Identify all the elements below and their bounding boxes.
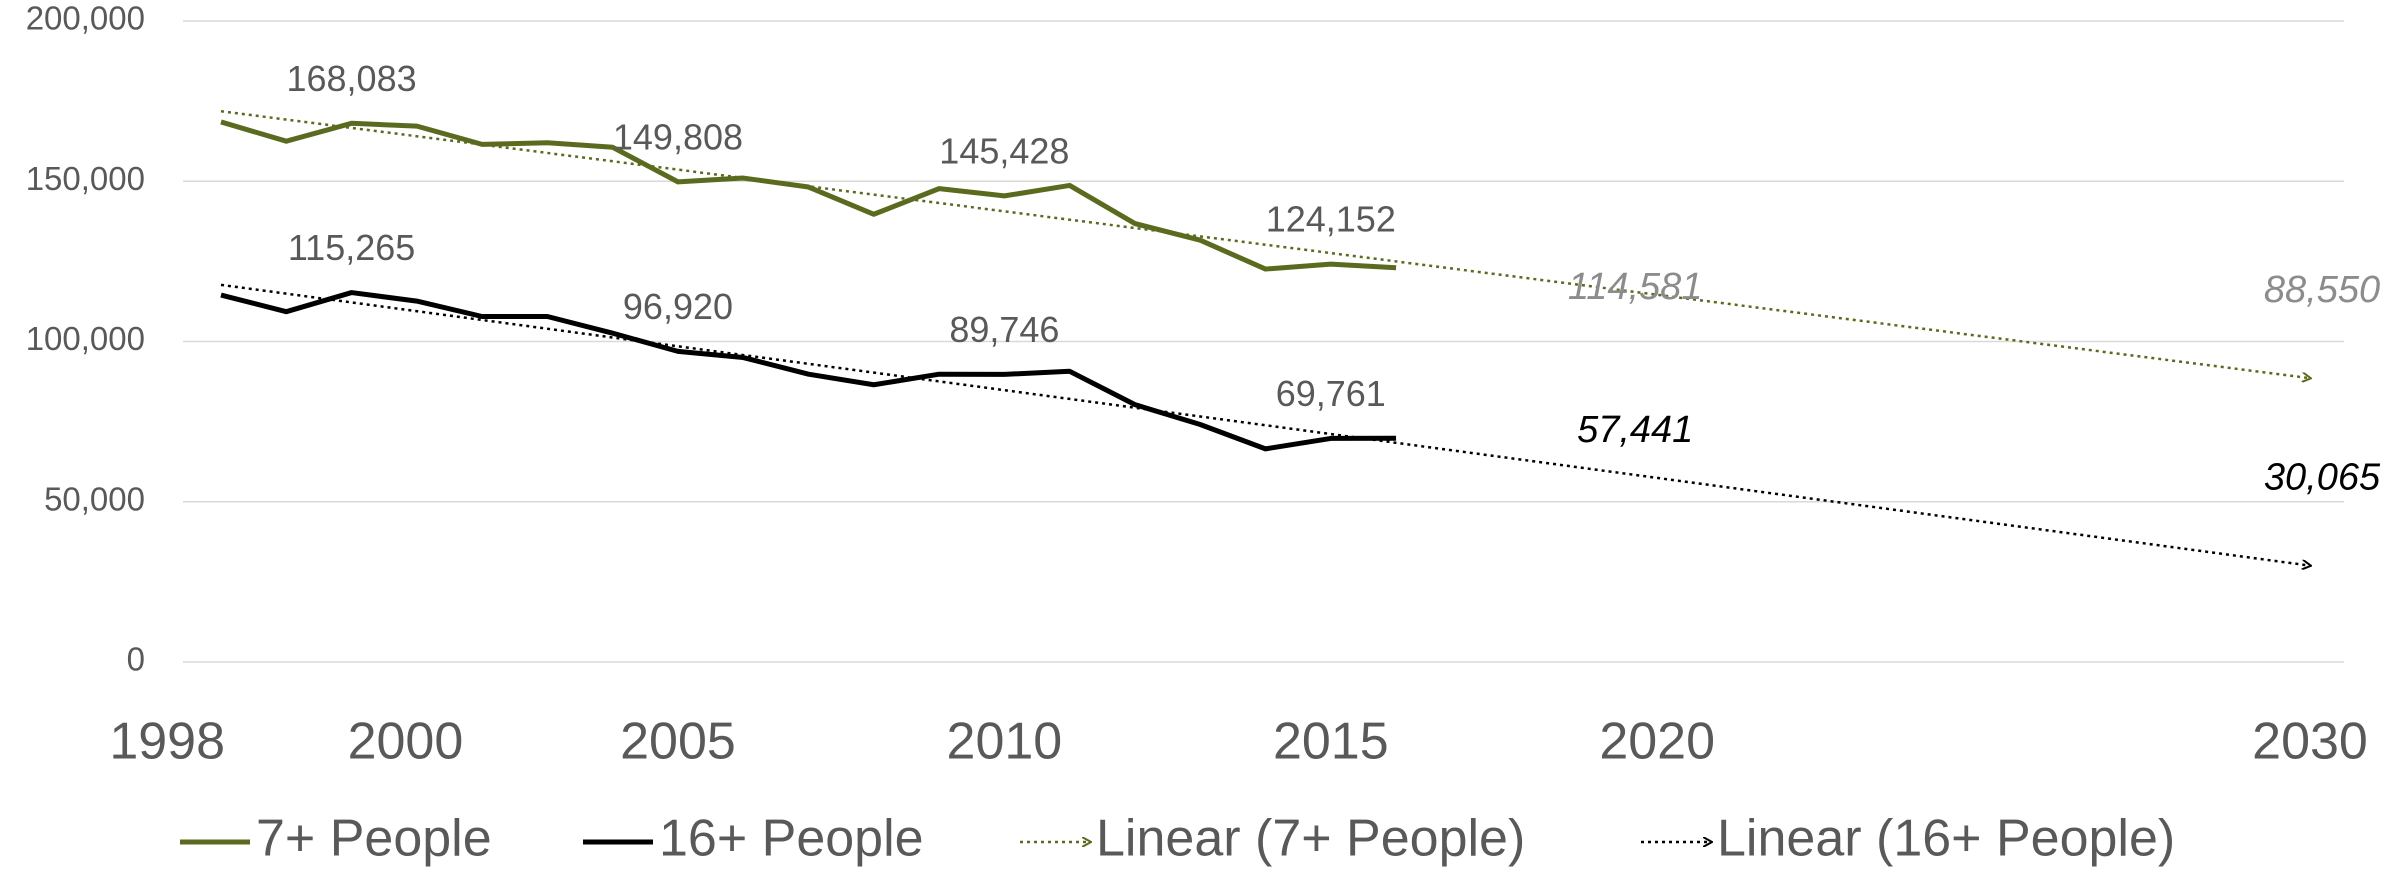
x-tick-label: 2010 xyxy=(947,713,1063,771)
y-tick-label: 150,000 xyxy=(26,160,145,197)
legend-label: 7+ People xyxy=(256,810,492,868)
x-tick-label: 2000 xyxy=(348,713,464,771)
trend-line xyxy=(220,283,2310,566)
x-tick-label: 1998 xyxy=(109,713,225,771)
data-label: 149,808 xyxy=(613,116,743,157)
trend-label: 57,441 xyxy=(1577,409,1693,451)
y-tick-label: 50,000 xyxy=(44,480,145,517)
legend-label: Linear (16+ People) xyxy=(1717,810,2175,868)
y-tick-label: 0 xyxy=(127,641,145,678)
data-label: 115,265 xyxy=(288,227,415,268)
x-tick-label: 2030 xyxy=(2252,713,2368,771)
data-label: 124,152 xyxy=(1266,199,1396,240)
legend-label: 16+ People xyxy=(659,810,924,868)
data-label: 89,746 xyxy=(949,309,1059,350)
data-label: 145,428 xyxy=(939,130,1069,171)
data-label: 69,761 xyxy=(1276,373,1386,414)
series-line xyxy=(220,119,1397,272)
trend-label: 114,581 xyxy=(1568,266,1703,308)
y-tick-label: 200,000 xyxy=(26,0,145,37)
series-line xyxy=(220,290,1397,452)
x-tick-label: 2015 xyxy=(1273,713,1389,771)
legend-label: Linear (7+ People) xyxy=(1096,810,1525,868)
trend-label: 30,065 xyxy=(2264,457,2381,499)
y-tick-label: 100,000 xyxy=(26,320,145,357)
trend-label: 88,550 xyxy=(2264,269,2380,311)
data-label: 168,083 xyxy=(286,58,416,99)
trend-line xyxy=(220,109,2310,378)
x-tick-label: 2005 xyxy=(620,713,736,771)
data-label: 96,920 xyxy=(623,286,733,327)
x-tick-label: 2020 xyxy=(1599,713,1715,771)
